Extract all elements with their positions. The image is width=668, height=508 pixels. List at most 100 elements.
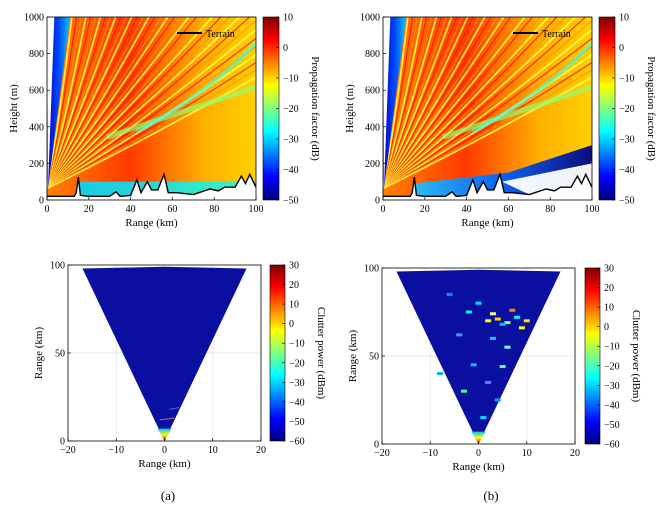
heatmap-a-top [47,17,256,200]
y-tick-label: 600 [365,86,380,97]
clutter-speck [461,389,468,393]
x-tick-label: 40 [462,204,472,215]
high-angle-wedge [383,17,406,188]
x-tick-label: 100 [249,204,264,215]
x-tick-label: 100 [585,204,600,215]
colorbar-tick-label: −50 [283,196,299,207]
duct-band [472,40,592,134]
colorbar-label: Clutter power (dBm) [630,310,642,403]
x-tick-label: 60 [503,204,513,215]
colorbar-tick-label: 20 [604,283,614,294]
propagation-lobe [383,17,409,189]
propagation-lobe [47,17,183,189]
y-tick-label: 100 [50,261,65,272]
clutter-speck [169,407,180,410]
colorbar-label: Propagation factor (dB) [645,56,657,161]
propagation-lobe [47,17,133,189]
x-tick-label: 80 [545,204,555,215]
y-tick-label: 600 [29,86,44,97]
propagation-lobe [383,17,480,189]
legend: Terrain [177,29,235,40]
propagation-lobe [383,17,587,189]
y-tick-label: 0 [375,196,380,207]
colorbar-tick-label: −30 [604,381,620,392]
x-tick-label: 10 [208,445,218,456]
propagation-lobe [47,17,102,189]
propagation-lobe [47,28,256,189]
x-tick-label: −20 [374,448,390,459]
propagation-lobe [47,17,214,189]
colorbar-tick-label: −40 [604,400,620,411]
propagation-lobe [47,76,256,189]
x-tick-label: 20 [256,445,266,456]
x-axis-label: Range (km) [138,458,191,470]
colorbar-tick-label: −30 [283,135,299,146]
propagation-lobe [47,17,117,189]
x-tick-label: 0 [381,204,386,215]
y-tick-label: 100 [364,264,379,275]
colorbar-tick-label: 30 [289,261,299,272]
clutter-speck [475,301,482,305]
propagation-lobe [47,17,82,189]
colorbar-tick-label: −40 [619,165,635,176]
propagation-lobe [383,17,414,189]
y-tick-label: 200 [365,159,380,170]
x-axis-label: Range (km) [125,217,178,229]
x-tick-label: −10 [422,448,438,459]
x-tick-label: 0 [162,445,167,456]
propagation-lobe [383,17,448,189]
propagation-lobe [47,17,144,189]
x-tick-label: 20 [570,448,580,459]
x-tick-label: 0 [45,204,50,215]
propagation-lobe [47,17,73,189]
y-axis-label: Range (km) [347,330,359,383]
propagation-lobe [383,17,423,189]
high-angle-wedge [47,17,70,188]
propagation-lobe [47,17,92,189]
y-tick-label: 400 [365,122,380,133]
colorbar-label: Clutter power (dBm) [315,307,327,400]
clutter-speck [456,333,463,337]
y-tick-label: 1000 [360,13,380,24]
no-coverage-region [383,17,391,188]
clutter-speck [489,312,496,316]
clutter-speck [504,345,511,349]
panel-label-a: (a) [161,488,175,503]
clutter-speck [159,417,175,421]
clutter-speck [509,308,516,312]
propagation-lobe [47,45,256,189]
propagation-lobe [47,37,256,189]
clutter-speck [446,292,453,296]
propagation-lobe [383,17,458,189]
propagation-lobe [47,17,127,189]
terrain-line [383,172,592,198]
axes-frame [382,16,593,201]
colorbar-tick-label: 10 [289,300,299,311]
clutter-speck [494,398,501,402]
propagation-lobe [383,17,519,189]
colorbar-tick-label: 30 [604,264,614,275]
colorbar-tick-label: −10 [289,339,305,350]
propagation-lobe [383,17,428,189]
colorbar-tick-label: −20 [604,361,620,372]
propagation-lobe [383,17,512,189]
x-tick-label: −10 [108,445,124,456]
propagation-lobe [383,19,592,189]
propagation-lobe [383,17,443,189]
y-tick-label: 50 [369,352,379,363]
legend: Terrain [513,29,571,40]
propagation-lobe [383,17,558,189]
propagation-lobe [47,17,197,189]
clutter-speck [489,336,496,340]
terrain-line [47,172,256,198]
propagation-lobe [383,61,592,189]
duct-band [136,40,256,134]
clutter-speck [494,317,501,321]
heatmap-b-top [383,17,592,200]
colorbar-tick-label: 10 [604,303,614,314]
colorbar-tick-label: 10 [283,13,293,24]
propagation-lobe [47,17,176,189]
propagation-lobe [383,17,526,189]
